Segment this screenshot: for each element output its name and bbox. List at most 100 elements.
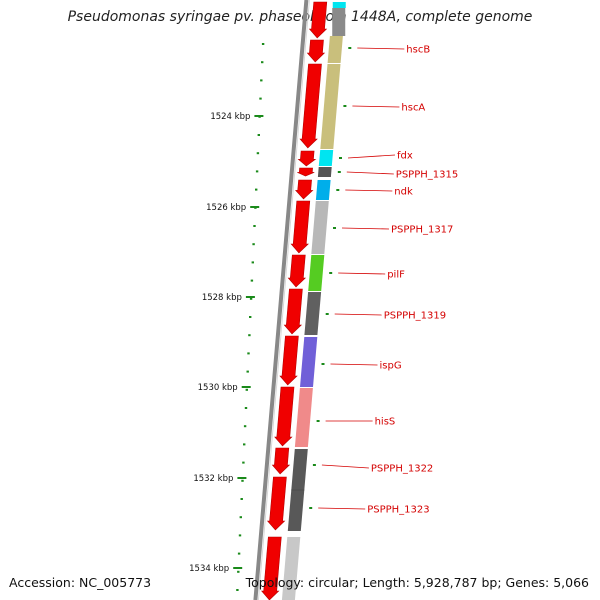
gene-block-fdx xyxy=(318,150,334,166)
minor-tick xyxy=(242,461,245,464)
minor-tick xyxy=(252,243,255,246)
minor-tick xyxy=(237,552,241,555)
gene-label-hsca: hscA xyxy=(401,103,425,114)
genome-axis xyxy=(253,0,310,600)
minor-tick xyxy=(248,334,251,337)
map-title: Pseudomonas syringae pv. phaseolicola 14… xyxy=(67,9,533,25)
minor-tick xyxy=(238,534,242,537)
gene-tick xyxy=(343,105,347,107)
gene-label-pspph-1323: PSPPH_1323 xyxy=(367,505,429,516)
major-tick xyxy=(250,206,260,208)
minor-tick xyxy=(246,370,249,373)
gene-arrow xyxy=(274,386,295,447)
minor-tick xyxy=(236,589,239,591)
gene-block-pilf xyxy=(308,255,325,291)
gene-leader-line xyxy=(341,227,390,230)
gene-leader-line xyxy=(346,171,394,175)
minor-tick xyxy=(237,570,240,573)
gene-color-track xyxy=(281,2,346,600)
gene-arrow xyxy=(283,288,303,335)
minor-tick xyxy=(239,516,242,519)
scale-ticks: 1524 kbp 1526 kbp 1528 kbp 1530 kbp 1532 kbp… xyxy=(189,43,265,591)
minor-tick xyxy=(249,297,253,300)
minor-tick xyxy=(256,152,260,155)
gene-arrow xyxy=(266,476,287,531)
gene-label-ispg: ispG xyxy=(380,361,402,372)
gene-block-pspph-1319 xyxy=(304,292,322,335)
gene-tick xyxy=(316,420,320,422)
gene-tick xyxy=(348,47,352,49)
gene-tick xyxy=(329,272,333,274)
gene-label-pspph-1319: PSPPH_1319 xyxy=(384,311,446,322)
minor-tick xyxy=(245,388,248,391)
gene-arrow xyxy=(287,254,307,288)
gene-arrow xyxy=(279,335,299,386)
gene-block-ispg xyxy=(300,337,318,387)
gene-leader-line xyxy=(318,507,366,510)
gene-leader-line xyxy=(334,313,382,316)
gene-label-pspph-1317: PSPPH_1317 xyxy=(391,225,453,236)
minor-tick xyxy=(247,352,250,355)
minor-tick xyxy=(241,479,244,482)
minor-tick xyxy=(261,43,265,45)
scale-label: 1528 kbp xyxy=(202,293,242,303)
minor-tick xyxy=(249,316,252,318)
gene-block-partial xyxy=(332,8,346,36)
scale-label: 1526 kbp xyxy=(206,203,246,213)
gene-label-pspph-1322: PSPPH_1322 xyxy=(371,464,433,475)
gene-tick xyxy=(309,507,313,509)
gene-block-pspph-1315 xyxy=(317,167,332,177)
gene-arrows xyxy=(261,1,328,600)
gene-tick xyxy=(312,464,316,466)
gene-tick xyxy=(339,157,342,159)
gene-arrow xyxy=(308,1,328,39)
gene-block-hscb xyxy=(327,36,343,63)
gene-tick xyxy=(333,227,336,229)
gene-block-hiss xyxy=(294,388,313,447)
gene-arrow xyxy=(299,63,322,149)
gene-tick xyxy=(321,363,325,365)
gene-block-partial xyxy=(281,537,301,600)
gene-block-pspph-1317 xyxy=(311,201,329,254)
minor-tick xyxy=(243,425,247,428)
minor-tick xyxy=(251,261,254,264)
major-tick xyxy=(237,477,247,479)
minor-tick xyxy=(244,407,248,409)
accession-text: Accession: NC_005773 xyxy=(9,575,152,590)
minor-tick xyxy=(250,279,254,282)
gene-label-fdx: fdx xyxy=(397,151,413,162)
gene-arrow xyxy=(295,179,314,200)
minor-tick xyxy=(255,170,259,173)
minor-tick xyxy=(257,134,260,136)
scale-label: 1530 kbp xyxy=(198,383,238,393)
scale-label: 1532 kbp xyxy=(193,474,233,484)
gene-label-ndk: ndk xyxy=(394,187,413,198)
minor-tick xyxy=(260,79,263,82)
gene-label-hiss: hisS xyxy=(375,417,396,428)
gene-tick xyxy=(337,171,341,173)
gene-leader-line xyxy=(345,189,393,192)
major-tick xyxy=(245,296,255,298)
gene-arrow xyxy=(290,200,311,254)
gene-block-ndk xyxy=(315,180,331,200)
minor-tick xyxy=(255,188,258,191)
axis-line xyxy=(253,0,309,600)
gene-block-hsca xyxy=(320,64,341,149)
gene-label-pilf: pilF xyxy=(387,270,405,281)
gene-leader-line xyxy=(357,47,405,50)
minor-tick xyxy=(240,498,243,500)
minor-tick xyxy=(243,443,246,446)
gene-leader-line xyxy=(330,363,378,366)
axis-highlight xyxy=(257,0,310,600)
gene-leader-line xyxy=(321,464,369,469)
major-tick xyxy=(233,567,243,569)
gene-arrow xyxy=(297,150,317,167)
gene-block-partial xyxy=(332,2,346,8)
minor-tick xyxy=(253,225,256,227)
major-tick xyxy=(254,115,264,117)
topology-text: Topology: circular; Length: 5,928,787 bp… xyxy=(245,575,589,590)
scale-label: 1534 kbp xyxy=(189,564,229,574)
scale-label: 1524 kbp xyxy=(210,112,250,122)
